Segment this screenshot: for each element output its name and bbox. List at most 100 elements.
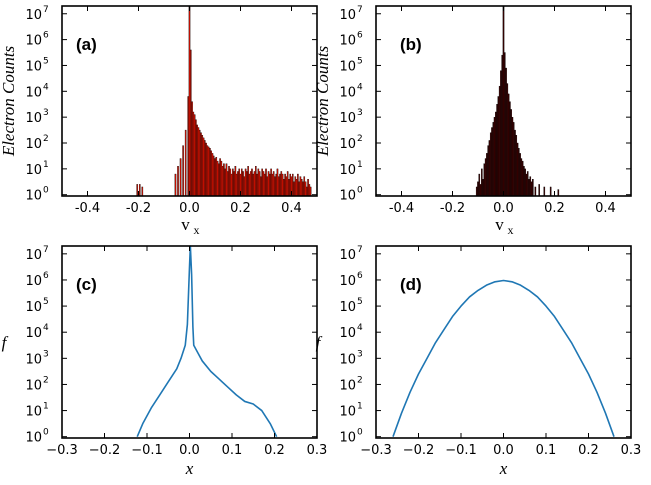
histogram-bar [495, 111, 497, 197]
y-tick-exponent: 1 [357, 160, 363, 170]
histogram-bar [549, 186, 552, 197]
x-tick-label: 0.0 [493, 443, 514, 458]
panel-label: (d) [400, 275, 422, 294]
histogram-bar [481, 168, 483, 197]
histogram-bar [179, 158, 182, 197]
histogram-bar [228, 166, 230, 197]
histogram-bar [525, 173, 528, 197]
histogram-bar [136, 184, 139, 197]
histogram-bar [505, 67, 507, 197]
y-tick-exponent: 7 [357, 245, 363, 255]
histogram-bar [304, 181, 307, 197]
histogram-bar [201, 135, 204, 197]
histogram-bar [269, 173, 271, 197]
histogram-bar [532, 179, 534, 197]
histogram-bar [232, 168, 234, 197]
x-tick-label: 0.1 [536, 443, 557, 458]
y-tick-exponent: 2 [43, 375, 49, 385]
histogram-bar [188, 5, 191, 197]
histogram-bar [265, 168, 267, 197]
histogram-bar [255, 166, 257, 197]
histogram-bar [253, 171, 256, 197]
histogram-bar [182, 145, 184, 197]
y-tick-label: 10 [339, 111, 356, 126]
histogram-bar [285, 176, 288, 197]
y-tick-label: 10 [25, 163, 42, 178]
histogram-bar [212, 155, 215, 197]
y-tick-label: 10 [25, 137, 42, 152]
y-tick-label: 10 [25, 111, 42, 126]
histogram-bar [244, 168, 247, 197]
y-tick-label: 10 [25, 352, 42, 367]
histogram-bar [251, 168, 253, 197]
histogram-bar [210, 150, 212, 197]
histogram-bar [266, 176, 269, 197]
y-tick-exponent: 2 [357, 134, 363, 144]
histogram-bar [197, 127, 200, 197]
x-axis-label: x [499, 459, 508, 478]
histogram-bar [507, 93, 510, 197]
x-axis-label: x [185, 459, 194, 478]
histogram-bar [229, 168, 232, 197]
x-tick-label: −0.3 [46, 443, 78, 458]
histogram-bar [275, 173, 277, 197]
histogram-bar [529, 176, 532, 197]
histogram-bar [491, 127, 493, 197]
histogram-bar [252, 173, 255, 197]
y-tick-label: 10 [25, 274, 42, 289]
histogram-bar [557, 189, 560, 197]
histogram-bar [500, 70, 502, 197]
series-line [136, 245, 278, 438]
x-tick-label: 0.0 [179, 443, 200, 458]
histogram-bar [293, 181, 295, 197]
histogram-bar [299, 176, 302, 197]
histogram-bar [261, 168, 263, 197]
histogram-bar [276, 168, 279, 197]
histogram-bar [493, 116, 496, 197]
histogram-bar [191, 101, 193, 197]
x-axis-label: v [181, 215, 190, 234]
histogram-bar [280, 171, 283, 197]
histogram-bar [281, 173, 284, 197]
y-tick-exponent: 7 [357, 5, 363, 15]
histogram-bar [141, 186, 144, 197]
y-tick-exponent: 1 [357, 402, 363, 412]
histogram-bar [246, 171, 248, 197]
histogram-bar [240, 168, 243, 197]
y-tick-label: 10 [339, 59, 356, 74]
histogram-bar [223, 163, 225, 197]
y-tick-label: 10 [25, 300, 42, 315]
histogram-bar [202, 137, 205, 197]
y-tick-label: 10 [339, 8, 356, 23]
x-tick-label: 0.0 [179, 201, 200, 216]
histogram-bar [486, 153, 488, 197]
histogram-bar [302, 181, 304, 197]
x-tick-label: 0.2 [230, 201, 251, 216]
histogram-bar [196, 124, 198, 197]
x-tick-label: −0.2 [89, 443, 121, 458]
y-tick-label: 10 [339, 352, 356, 367]
histogram-bar [475, 186, 478, 197]
histogram-bar [521, 160, 524, 197]
y-tick-exponent: 0 [43, 428, 49, 438]
histogram-bar [225, 163, 228, 197]
histogram-bar [509, 101, 511, 197]
histogram-bar [498, 85, 501, 197]
histogram-bar [518, 148, 520, 197]
histogram-bar [511, 116, 514, 197]
histogram-bar [230, 173, 233, 197]
y-tick-label: 10 [339, 431, 356, 446]
y-tick-label: 10 [25, 326, 42, 341]
y-tick-label: 10 [25, 59, 42, 74]
histogram-bar [189, 49, 192, 197]
histogram-bar [258, 171, 261, 197]
y-tick-label: 10 [25, 431, 42, 446]
x-tick-label: −0.1 [445, 443, 477, 458]
x-tick-label: 0.4 [281, 201, 302, 216]
y-tick-label: 10 [339, 137, 356, 152]
histogram-bar [209, 148, 211, 197]
histogram-bar [187, 96, 190, 197]
histogram-bar [488, 140, 491, 197]
histogram-bar [243, 176, 246, 197]
